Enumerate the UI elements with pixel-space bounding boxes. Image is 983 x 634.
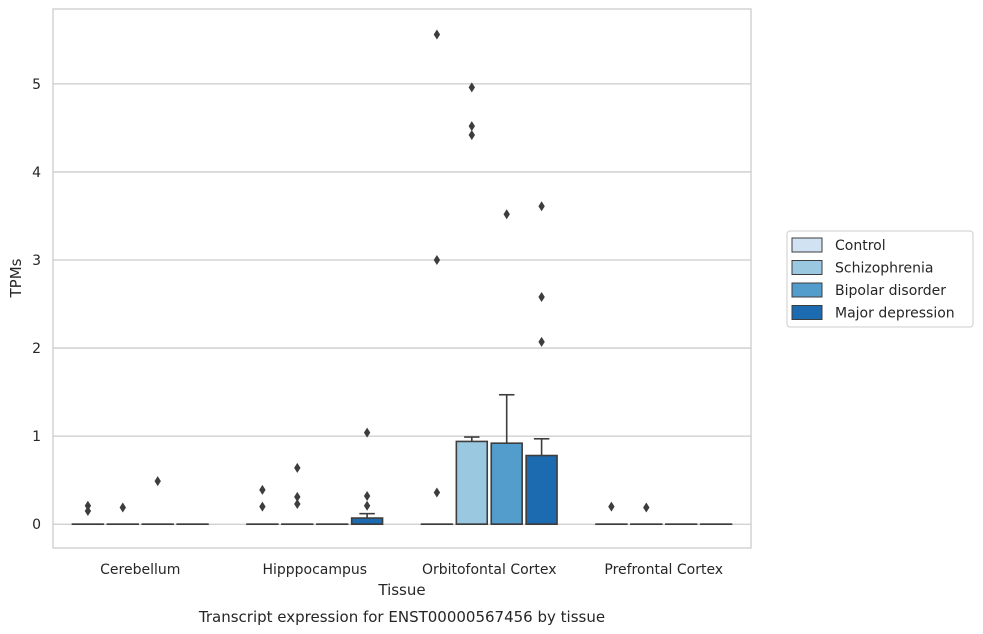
box-body bbox=[525, 454, 558, 526]
x-axis-label: Tissue bbox=[377, 581, 425, 599]
outlier-point bbox=[538, 201, 545, 212]
legend: Control Schizophrenia Bipolar disorder Majo… bbox=[786, 230, 974, 328]
y-tick-label: 2 bbox=[32, 341, 41, 357]
box-body bbox=[455, 440, 489, 526]
x-tick-label: Prefrontal Cortex bbox=[604, 562, 723, 578]
y-tick-label: 5 bbox=[32, 77, 41, 93]
box-major-depression bbox=[350, 512, 384, 526]
outlier-point bbox=[433, 29, 441, 40]
legend-label: Bipolar disorder bbox=[835, 283, 946, 299]
y-tick-label: 4 bbox=[32, 165, 41, 181]
outlier-point bbox=[468, 121, 475, 132]
outlier-point bbox=[259, 501, 266, 512]
outlier-point bbox=[503, 209, 510, 220]
outlier-point bbox=[468, 129, 475, 140]
outlier-point bbox=[468, 82, 475, 93]
legend-label: Major depression bbox=[835, 306, 955, 322]
outlier-point bbox=[84, 500, 92, 511]
x-tick-label: Hipppocampus bbox=[262, 562, 367, 578]
outlier-point bbox=[538, 336, 545, 347]
box-major-depression bbox=[525, 437, 558, 526]
outlier-point bbox=[259, 484, 266, 495]
outlier-point bbox=[294, 491, 301, 502]
outlier-point bbox=[538, 291, 545, 302]
box-schizophrenia bbox=[455, 436, 489, 526]
box-body bbox=[490, 442, 523, 526]
outlier-point bbox=[84, 506, 92, 517]
outlier-point bbox=[119, 502, 126, 513]
box-bipolar-disorder bbox=[490, 393, 523, 526]
outlier-point bbox=[363, 491, 371, 502]
outlier-point bbox=[433, 487, 441, 498]
legend-swatch bbox=[791, 237, 823, 253]
outlier-point bbox=[294, 498, 301, 509]
plot-frame bbox=[52, 8, 752, 549]
legend-swatch bbox=[791, 260, 823, 275]
outlier-point bbox=[363, 500, 371, 511]
legend-swatch bbox=[791, 282, 823, 298]
legend-swatch bbox=[791, 305, 823, 320]
outlier-point bbox=[363, 427, 371, 438]
outlier-point bbox=[154, 476, 161, 487]
y-tick-label: 0 bbox=[32, 517, 41, 533]
y-tick-label: 3 bbox=[32, 253, 41, 269]
outlier-point bbox=[643, 502, 650, 513]
legend-frame bbox=[786, 230, 974, 328]
outlier-point bbox=[433, 255, 441, 266]
y-tick-label: 1 bbox=[32, 429, 41, 445]
y-axis-label: TPMs bbox=[7, 258, 25, 298]
outlier-point bbox=[294, 462, 301, 473]
legend-label: Schizophrenia bbox=[835, 261, 933, 277]
x-tick-label: Orbitofontal Cortex bbox=[422, 562, 557, 578]
x-tick-label: Cerebellum bbox=[100, 562, 180, 578]
outlier-point bbox=[608, 501, 615, 512]
box-body bbox=[350, 517, 384, 526]
chart-caption: Transcript expression for ENST0000056745… bbox=[198, 608, 605, 626]
legend-label: Control bbox=[835, 238, 886, 254]
